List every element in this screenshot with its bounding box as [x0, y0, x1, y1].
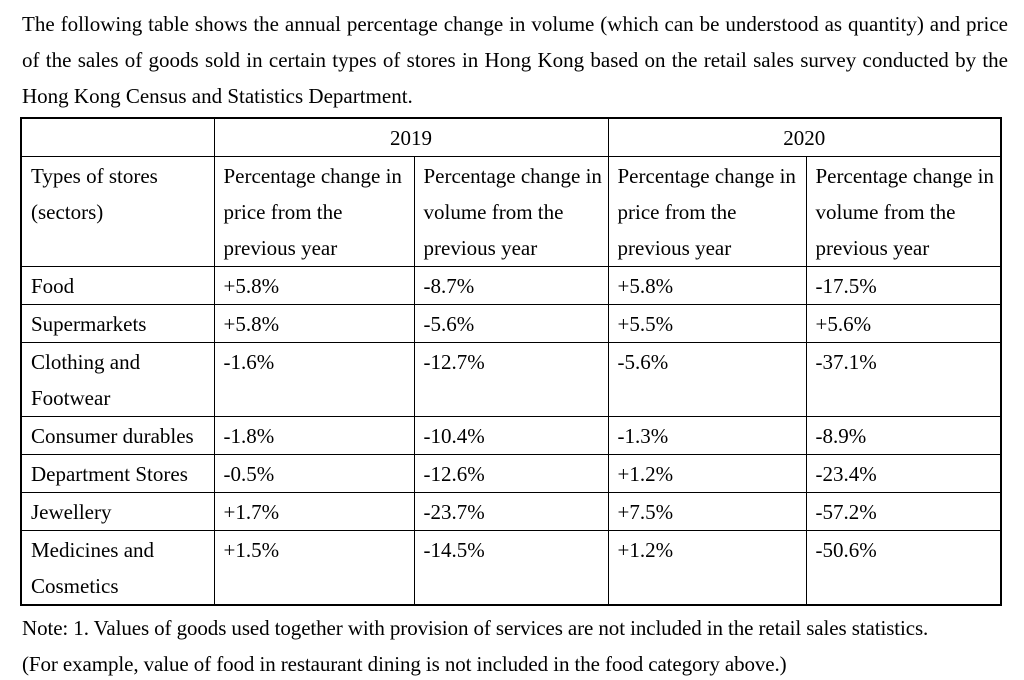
table-row-department-stores: Department Stores -0.5% -12.6% +1.2% -23… [20, 454, 1002, 493]
value-cell: +1.2% [607, 530, 807, 606]
column-header-row: Types of stores (sectors) Percentage cha… [20, 156, 1002, 267]
value-cell: -1.3% [607, 416, 807, 455]
row-header-types-of-stores: Types of stores (sectors) [20, 156, 215, 267]
note-line-1: Note: 1. Values of goods used together w… [22, 616, 929, 640]
sector-label: Consumer durables [20, 416, 215, 455]
sector-label: Jewellery [20, 492, 215, 531]
table-row-supermarkets: Supermarkets +5.8% -5.6% +5.5% +5.6% [20, 304, 1002, 343]
value-cell: -1.8% [213, 416, 415, 455]
value-cell: -10.4% [413, 416, 609, 455]
col-header-2019-volume: Percentage change in volume from the pre… [413, 156, 609, 267]
table-row-consumer-durables: Consumer durables -1.8% -10.4% -1.3% -8.… [20, 416, 1002, 455]
note-line-2: (For example, value of food in restauran… [22, 652, 787, 676]
value-cell: -57.2% [805, 492, 1002, 531]
value-cell: +7.5% [607, 492, 807, 531]
value-cell: -0.5% [213, 454, 415, 493]
value-cell: +5.8% [213, 266, 415, 305]
value-cell: +5.8% [213, 304, 415, 343]
value-cell: -23.4% [805, 454, 1002, 493]
table-row-food: Food +5.8% -8.7% +5.8% -17.5% [20, 266, 1002, 305]
col-header-2020-volume: Percentage change in volume from the pre… [805, 156, 1002, 267]
table-row-jewellery: Jewellery +1.7% -23.7% +7.5% -57.2% [20, 492, 1002, 531]
value-cell: +1.5% [213, 530, 415, 606]
value-cell: -8.9% [805, 416, 1002, 455]
sector-label: Department Stores [20, 454, 215, 493]
value-cell: -8.7% [413, 266, 609, 305]
col-header-2020-price: Percentage change in price from the prev… [607, 156, 807, 267]
table-row-medicines-cosmetics: Medicines and Cosmetics +1.5% -14.5% +1.… [20, 530, 1002, 606]
sector-label: Supermarkets [20, 304, 215, 343]
value-cell: +5.8% [607, 266, 807, 305]
value-cell: -37.1% [805, 342, 1002, 417]
table-row-clothing-footwear: Clothing and Footwear -1.6% -12.7% -5.6%… [20, 342, 1002, 417]
year-header-row: 2019 2020 [20, 117, 1002, 157]
retail-sales-table: 2019 2020 Types of stores (sectors) Perc… [20, 117, 1002, 606]
value-cell: -1.6% [213, 342, 415, 417]
value-cell: +5.5% [607, 304, 807, 343]
value-cell: +1.2% [607, 454, 807, 493]
value-cell: -23.7% [413, 492, 609, 531]
value-cell: -17.5% [805, 266, 1002, 305]
corner-cell [20, 117, 215, 157]
year-header-2019: 2019 [213, 117, 609, 157]
intro-paragraph: The following table shows the annual per… [22, 12, 1008, 108]
value-cell: -14.5% [413, 530, 609, 606]
value-cell: -12.7% [413, 342, 609, 417]
sector-label: Clothing and Footwear [20, 342, 215, 417]
sector-label: Medicines and Cosmetics [20, 530, 215, 606]
value-cell: -50.6% [805, 530, 1002, 606]
value-cell: -12.6% [413, 454, 609, 493]
sector-label: Food [20, 266, 215, 305]
value-cell: -5.6% [413, 304, 609, 343]
col-header-2019-price: Percentage change in price from the prev… [213, 156, 415, 267]
value-cell: -5.6% [607, 342, 807, 417]
year-header-2020: 2020 [607, 117, 1002, 157]
value-cell: +1.7% [213, 492, 415, 531]
value-cell: +5.6% [805, 304, 1002, 343]
